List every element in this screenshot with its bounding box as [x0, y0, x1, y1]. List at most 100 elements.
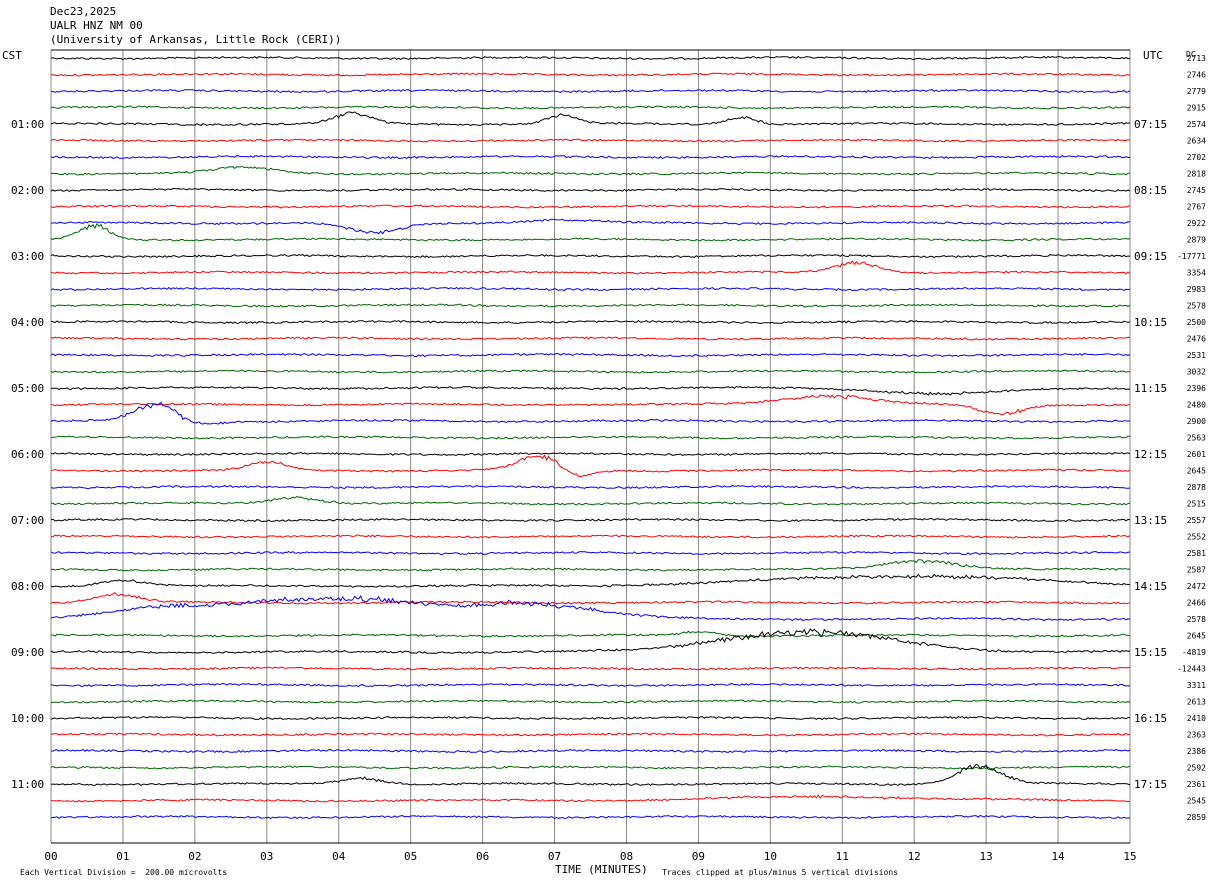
utc-hour-15:15: 15:15	[1134, 646, 1167, 659]
trace-19	[50, 352, 1131, 358]
dc-value: 2779	[1187, 87, 1206, 96]
trace-17	[50, 319, 1131, 325]
station-label: UALR HNZ NM 00	[50, 19, 143, 32]
cst-hour-08:00: 08:00	[11, 580, 44, 593]
cst-hour-05:00: 05:00	[11, 382, 44, 395]
dc-value: 2466	[1187, 599, 1206, 608]
x-tick-14: 14	[1051, 850, 1065, 863]
trace-47	[50, 814, 1131, 820]
x-tick-11: 11	[836, 850, 849, 863]
utc-hour-08:15: 08:15	[1134, 184, 1167, 197]
dc-value: 2557	[1187, 516, 1206, 525]
trace-39	[50, 682, 1131, 688]
trace-46	[50, 794, 1130, 803]
dc-value: 2500	[1187, 318, 1206, 327]
dc-value: -12443	[1177, 665, 1206, 674]
cst-hour-labels: 01:00 02:00 03:00 04:00 05:00 06:00 07:00 08:00…	[11, 118, 44, 791]
seismic-traces	[50, 55, 1131, 820]
trace-15	[50, 286, 1131, 292]
cst-label: CST	[2, 49, 22, 62]
trace-26	[50, 454, 1131, 478]
dc-value: 2922	[1187, 219, 1206, 228]
dc-value: 2746	[1187, 71, 1206, 80]
dc-value: 2645	[1187, 632, 1206, 641]
trace-20	[50, 369, 1131, 374]
x-tick-06: 06	[476, 850, 489, 863]
trace-38	[50, 666, 1131, 671]
dc-value: 2531	[1187, 351, 1206, 360]
trace-13	[50, 254, 1131, 258]
trace-41	[50, 715, 1130, 721]
utc-hour-10:15: 10:15	[1134, 316, 1167, 329]
dc-value: 2713	[1187, 54, 1206, 63]
x-axis-tick-labels: 00 01 02 03 04 05 06 07 08 09 10 11 12 13 14 15	[44, 850, 1136, 863]
trace-11	[50, 218, 1131, 235]
trace-28	[50, 495, 1131, 506]
dc-value: -17771	[1177, 252, 1206, 261]
trace-30	[50, 534, 1131, 539]
cst-hour-01:00: 01:00	[11, 118, 44, 131]
dc-value: 2578	[1187, 615, 1206, 624]
trace-23	[50, 401, 1130, 425]
dc-offset-labels: 2713 2746 2779 2915 2574 2634 2702 2818 2745 2767…	[1177, 54, 1206, 822]
cst-hour-02:00: 02:00	[11, 184, 44, 197]
trace-36	[50, 630, 1131, 638]
date-label: Dec23,2025	[50, 5, 117, 18]
cst-hour-03:00: 03:00	[11, 250, 44, 263]
dc-value: 2702	[1187, 153, 1206, 162]
trace-24	[50, 435, 1131, 440]
x-tick-00: 00	[44, 850, 57, 863]
trace-27	[50, 484, 1131, 490]
cst-hour-04:00: 04:00	[11, 316, 44, 329]
dc-value: 2878	[1187, 483, 1206, 492]
trace-1	[50, 55, 1131, 60]
x-tick-10: 10	[764, 850, 777, 863]
trace-42	[50, 732, 1131, 737]
utc-hour-12:15: 12:15	[1134, 448, 1167, 461]
trace-4	[50, 105, 1131, 110]
dc-value: 2386	[1187, 747, 1206, 756]
trace-18	[50, 336, 1131, 341]
dc-value: 2472	[1187, 582, 1206, 591]
trace-32	[50, 559, 1131, 572]
clip-note: Traces clipped at plus/minus 5 vertical …	[662, 868, 899, 877]
dc-value: 2396	[1187, 384, 1206, 393]
trace-7	[50, 154, 1130, 160]
dc-value: 2361	[1187, 780, 1206, 789]
dc-value: 2900	[1187, 417, 1206, 426]
dc-value: 3354	[1187, 269, 1206, 278]
trace-40	[50, 699, 1131, 704]
dc-value: 2592	[1187, 764, 1206, 773]
dc-value: 2574	[1187, 120, 1206, 129]
utc-hour-17:15: 17:15	[1134, 778, 1167, 791]
trace-3	[50, 88, 1131, 94]
trace-34	[50, 591, 1131, 605]
trace-21	[50, 385, 1131, 396]
x-tick-09: 09	[692, 850, 705, 863]
utc-hour-13:15: 13:15	[1134, 514, 1167, 527]
dc-value: 2601	[1187, 450, 1206, 459]
minute-gridlines	[50, 49, 1131, 844]
trace-44	[50, 765, 1131, 770]
dc-value: 2745	[1187, 186, 1206, 195]
x-axis-title: TIME (MINUTES)	[555, 863, 648, 876]
trace-16	[50, 303, 1131, 308]
utc-hour-07:15: 07:15	[1134, 118, 1167, 131]
dc-value: 2515	[1187, 500, 1206, 509]
dc-value: 2879	[1187, 236, 1206, 245]
trace-25	[50, 451, 1131, 456]
x-tick-05: 05	[404, 850, 417, 863]
trace-33	[50, 573, 1131, 588]
x-tick-07: 07	[548, 850, 561, 863]
trace-14	[51, 260, 1131, 275]
x-tick-12: 12	[908, 850, 921, 863]
dc-value: 2613	[1187, 698, 1206, 707]
dc-value: 3032	[1187, 368, 1206, 377]
dc-value: 2634	[1187, 137, 1206, 146]
utc-hour-09:15: 09:15	[1134, 250, 1167, 263]
dc-value: 2767	[1187, 203, 1206, 212]
x-tick-02: 02	[188, 850, 201, 863]
trace-5	[50, 111, 1131, 126]
cst-hour-06:00: 06:00	[11, 448, 44, 461]
dc-value: 2552	[1187, 533, 1206, 542]
